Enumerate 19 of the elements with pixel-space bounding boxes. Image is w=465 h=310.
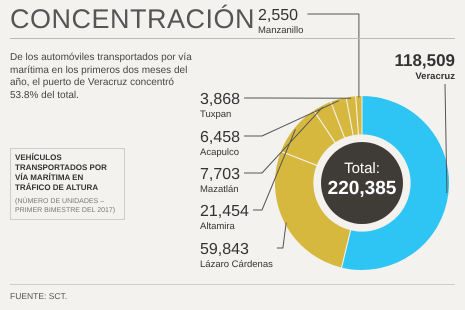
data-label: 118,509: [394, 51, 455, 70]
data-label: 2,550: [258, 7, 298, 24]
slice-label: Lázaro Cárdenas: [200, 259, 274, 270]
slice-label: Manzanillo: [258, 25, 304, 36]
source-note: FUENTE: SCT.: [10, 291, 68, 301]
data-label: 59,843: [200, 241, 250, 258]
chart-title: CONCENTRACIÓN: [10, 4, 256, 35]
text: De los automóviles transportados por vía marítima en los primeros dos meses del año, el puerto de Veracruz concentró 53.8% del total.: [10, 52, 193, 102]
center-disc: Total: 220,385: [321, 142, 403, 224]
slice-label: Tuxpan: [200, 109, 232, 120]
data-label: 21,454: [200, 203, 250, 220]
slice-label: Altamira: [200, 221, 236, 232]
data-label: 3,868: [200, 91, 240, 108]
text: VEHÍCULOS TRANSPORTADOS POR VÍA MARÍTIMA EN TRÁFICO DE ALTURA: [15, 153, 108, 193]
slice-label: Acapulco: [200, 147, 240, 158]
slice-label: Veracruz: [415, 71, 456, 82]
data-label: 6,458: [200, 129, 240, 146]
slice-label: Mazatlán: [200, 184, 239, 195]
data-label: 7,703: [200, 166, 240, 183]
